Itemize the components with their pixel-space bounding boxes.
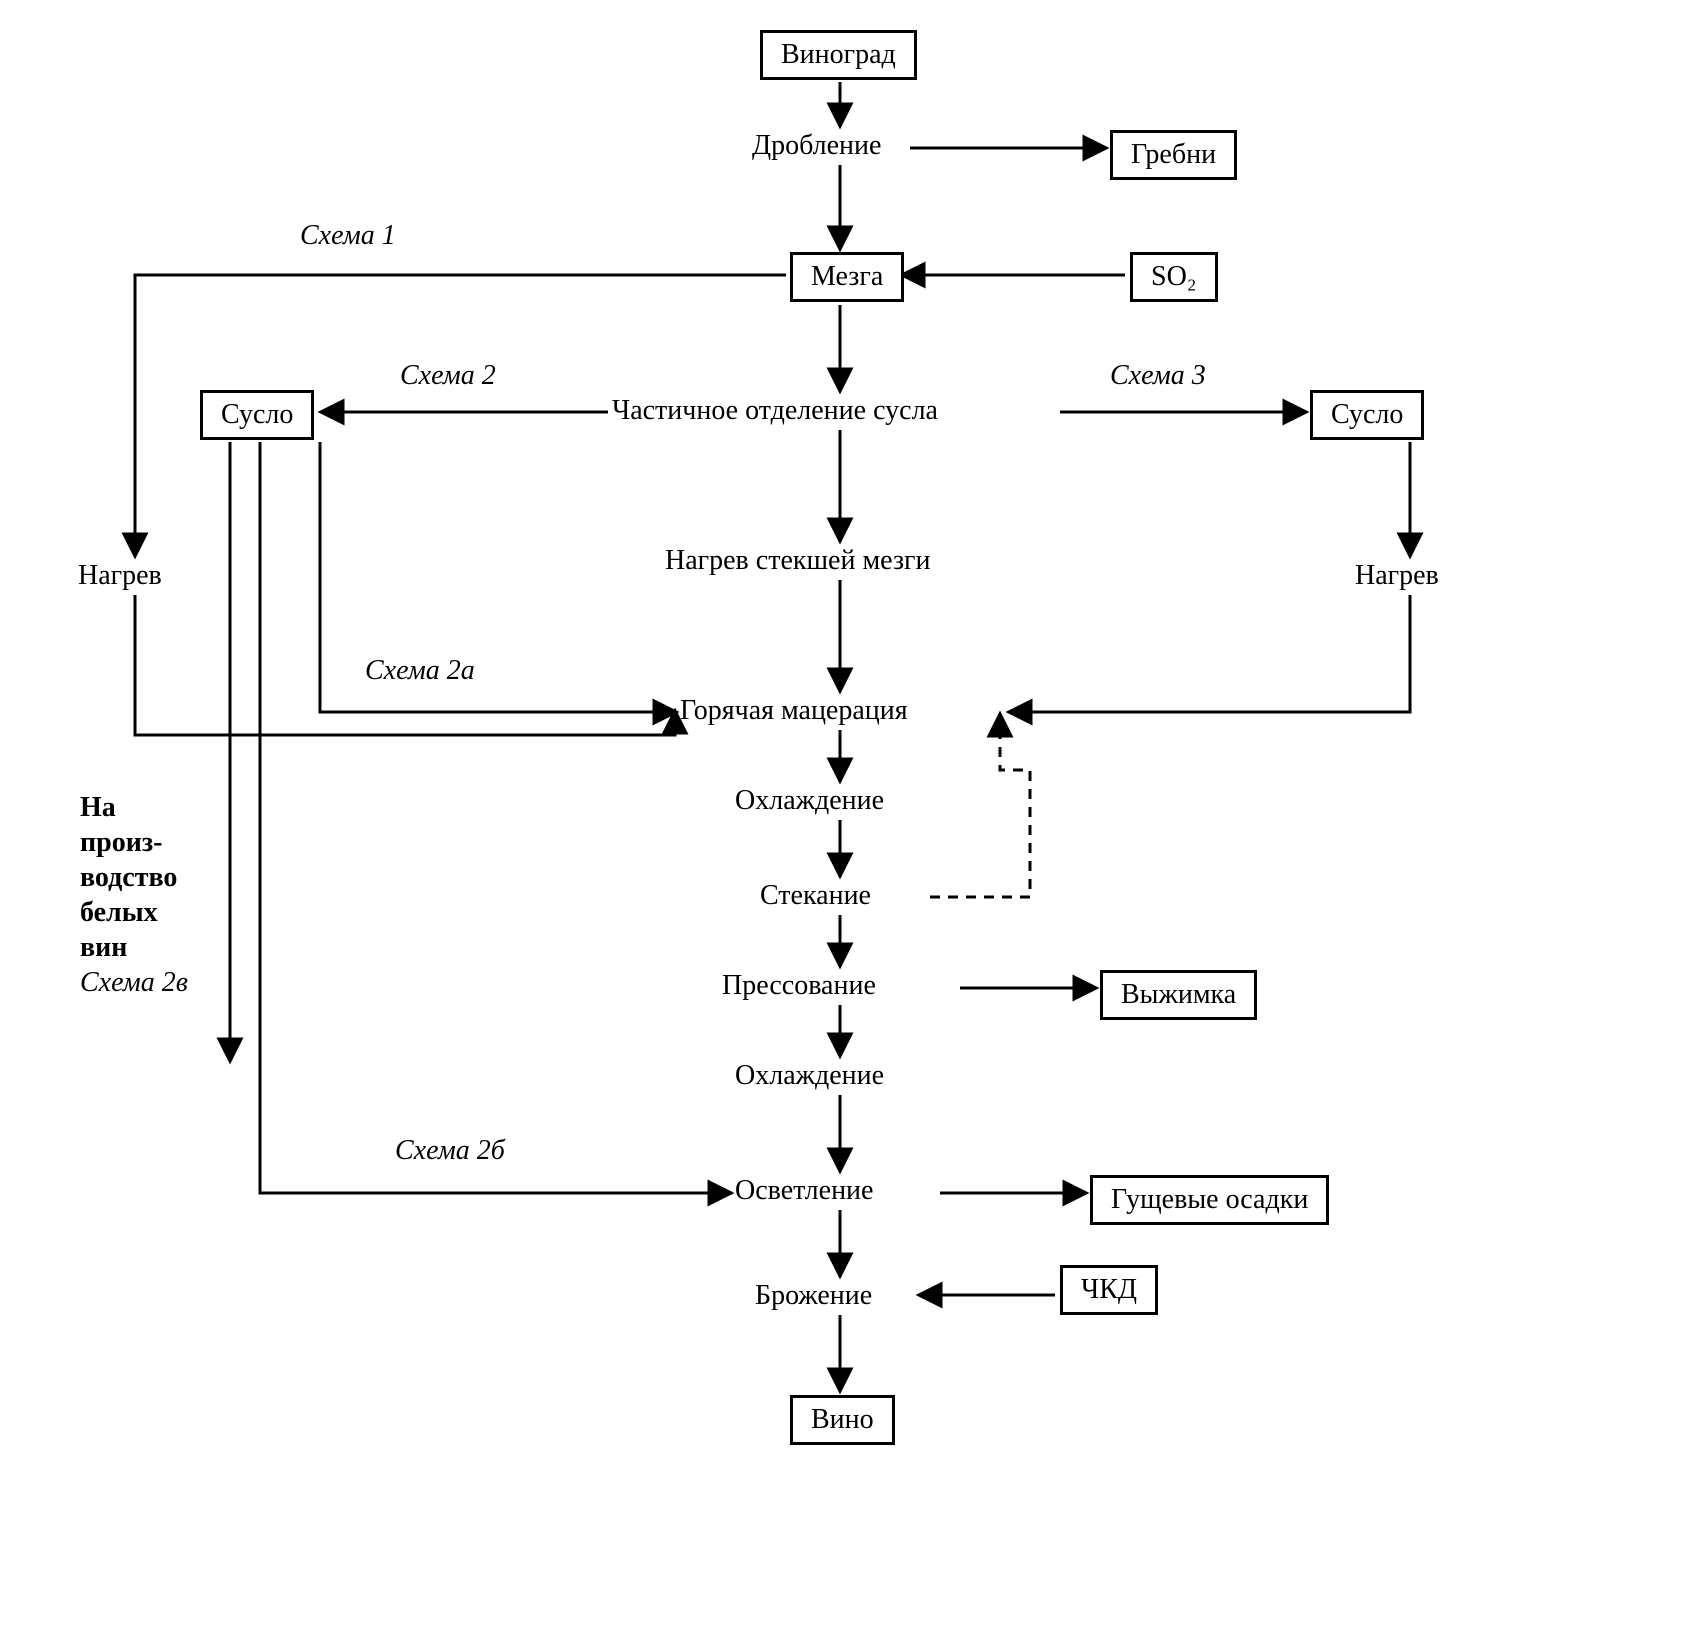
node-partial: Частичное отделение сусла: [612, 395, 938, 427]
node-so2: SO₂: [1130, 252, 1218, 302]
scheme-label-s2a: Схема 2а: [365, 655, 475, 687]
node-droblenie: Дробление: [752, 130, 881, 162]
node-suslo_r: Сусло: [1310, 390, 1424, 440]
edge-suslo_l-osvetl: [260, 442, 730, 1193]
node-vino: Вино: [790, 1395, 895, 1445]
scheme-label-s3: Схема 3: [1110, 360, 1206, 392]
edge-nagrev_r-macer: [1010, 595, 1410, 712]
node-nagrev_m: Нагрев стекшей мезги: [665, 545, 930, 577]
node-suslo_l: Сусло: [200, 390, 314, 440]
node-nagrev_l: Нагрев: [78, 560, 162, 592]
node-press: Прессование: [722, 970, 876, 1002]
node-stekanie: Стекание: [760, 880, 871, 912]
node-chkd: ЧКД: [1060, 1265, 1158, 1315]
node-brozh: Брожение: [755, 1280, 872, 1312]
side-note-white-wine: Напроиз-водствобелыхвинСхема 2в: [80, 790, 280, 1000]
node-vyzhimka: Выжимка: [1100, 970, 1257, 1020]
scheme-label-s1: Схема 1: [300, 220, 396, 252]
node-grebni: Гребни: [1110, 130, 1237, 180]
node-osvetl: Осветление: [735, 1175, 873, 1207]
node-vinograd: Виноград: [760, 30, 917, 80]
scheme-label-s2: Схема 2: [400, 360, 496, 392]
node-nagrev_r: Нагрев: [1355, 560, 1439, 592]
node-mezga: Мезга: [790, 252, 904, 302]
node-cool1: Охлаждение: [735, 785, 884, 817]
node-gushch: Гущевые осадки: [1090, 1175, 1329, 1225]
node-macer: Горячая мацерация: [680, 695, 908, 727]
scheme-label-s2b: Схема 2б: [395, 1135, 505, 1167]
edge-stekanie-macer_back: [930, 715, 1030, 897]
node-cool2: Охлаждение: [735, 1060, 884, 1092]
